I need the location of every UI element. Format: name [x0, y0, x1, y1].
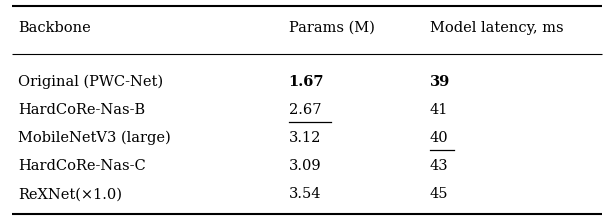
Text: 41: 41: [430, 103, 448, 117]
Text: HardCoRe-Nas-C: HardCoRe-Nas-C: [18, 159, 146, 173]
Text: Original (PWC-Net): Original (PWC-Net): [18, 75, 163, 89]
Text: MobileNetV3 (large): MobileNetV3 (large): [18, 131, 171, 145]
Text: 45: 45: [430, 187, 448, 201]
Text: HardCoRe-Nas-B: HardCoRe-Nas-B: [18, 103, 146, 117]
Text: 43: 43: [430, 159, 448, 173]
Text: 39: 39: [430, 75, 450, 89]
Text: Backbone: Backbone: [18, 21, 91, 35]
Text: Model latency, ms: Model latency, ms: [430, 21, 564, 35]
Text: Params (M): Params (M): [289, 21, 375, 35]
Text: 1.67: 1.67: [289, 75, 324, 89]
Text: 2.67: 2.67: [289, 103, 321, 117]
Text: 40: 40: [430, 131, 448, 145]
Text: 3.12: 3.12: [289, 131, 321, 145]
Text: 3.54: 3.54: [289, 187, 321, 201]
Text: 3.09: 3.09: [289, 159, 321, 173]
Text: ReXNet(×1.0): ReXNet(×1.0): [18, 187, 122, 201]
